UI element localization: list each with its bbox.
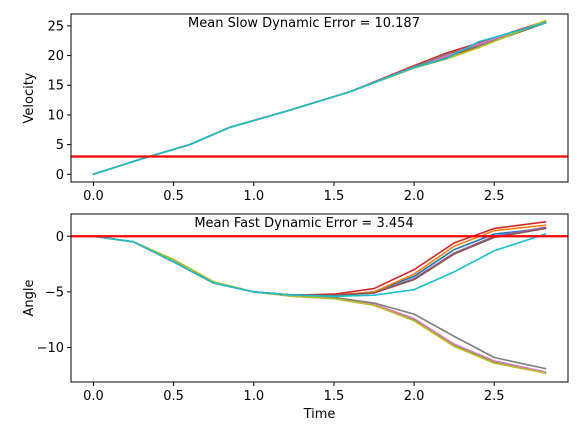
error-annotation: Mean Fast Dynamic Error = 3.454	[194, 216, 413, 231]
x-tick-label: 2.0	[404, 389, 425, 404]
x-tick-label: 2.5	[484, 189, 505, 204]
series-line-10	[92, 22, 547, 176]
y-axis-label: Velocity	[22, 72, 37, 123]
x-tick-label: 1.5	[324, 189, 345, 204]
x-tick-label: 2.5	[484, 389, 505, 404]
series-line-3	[92, 235, 547, 374]
x-axis-label: Time	[303, 407, 336, 422]
x-tick-label: 2.0	[404, 189, 425, 204]
y-tick-label: 10	[47, 108, 64, 123]
x-tick-label: 0.5	[163, 189, 184, 204]
series-group	[71, 220, 568, 374]
series-line-4	[92, 220, 547, 297]
axes-frame	[70, 213, 569, 383]
y-tick-label: −5	[45, 285, 64, 300]
y-tick-label: 5	[56, 138, 64, 153]
x-tick-label: 1.5	[324, 389, 345, 404]
plot-velocity: 0.0 0.5 1.0 1.5 2.0 2.5 0 5 10 15 20 25 Velocity Mean…	[22, 13, 569, 204]
y-axis-label: Angle	[22, 280, 37, 317]
series-line-7	[92, 235, 547, 373]
y-tick-label: 25	[47, 19, 64, 34]
y-tick-label: 20	[47, 49, 64, 64]
plot-angle: 0.0 0.5 1.0 1.5 2.0 2.5 0 −5 −10 Angle Time Mean Fa…	[22, 213, 569, 422]
x-tick-label: 0.0	[83, 389, 104, 404]
x-tick-label: 0.0	[83, 189, 104, 204]
x-tick-label: 0.5	[163, 389, 184, 404]
series-group	[71, 19, 568, 176]
y-tick-label: 15	[47, 79, 64, 94]
series-line-10	[92, 233, 547, 298]
series-line-7	[92, 20, 547, 176]
x-tick-label: 1.0	[243, 189, 264, 204]
y-tick-label: 0	[56, 230, 64, 245]
series-line-1	[92, 227, 547, 297]
axes-frame	[70, 13, 569, 183]
y-tick-label: −10	[37, 341, 64, 356]
series-line-6	[92, 227, 547, 297]
x-tick-label: 1.0	[243, 389, 264, 404]
y-tick-label: 0	[56, 168, 64, 183]
series-line-9	[92, 235, 547, 374]
error-annotation: Mean Slow Dynamic Error = 10.187	[188, 16, 420, 31]
